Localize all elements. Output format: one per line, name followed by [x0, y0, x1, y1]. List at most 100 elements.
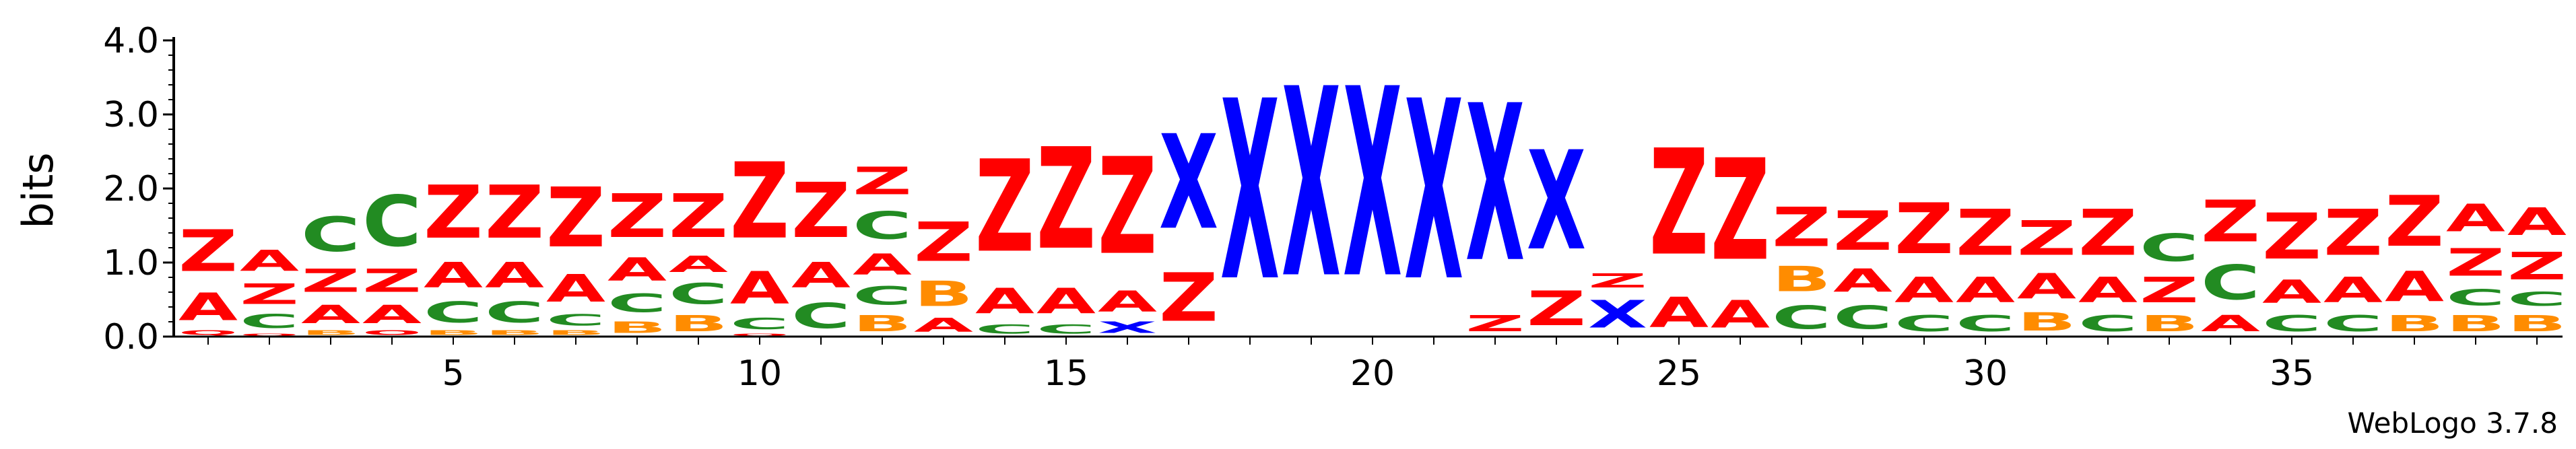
- logo-letter-c: C: [1772, 300, 1831, 337]
- logo-letter-c: C: [2507, 289, 2567, 311]
- logo-letter-a: A: [791, 255, 851, 296]
- logo-letter-a: A: [1649, 288, 1709, 337]
- logo-letter-x: X: [1527, 123, 1586, 281]
- logo-letter-z: Z: [178, 218, 238, 285]
- y-tick-label: 3.0: [103, 95, 159, 135]
- logo-letter-z: Z: [2507, 244, 2567, 289]
- y-axis-ticks: 0.0 1.0 2.0 3.0 4.0: [103, 21, 174, 357]
- logo-letter-z: Z: [424, 170, 483, 255]
- logo-letter-c: C: [1956, 310, 2015, 337]
- logo-letter-z: Z: [1465, 310, 1525, 336]
- x-tick-label: 5: [442, 353, 464, 394]
- logo-letter-b: B: [2140, 311, 2199, 337]
- logo-letter-c: C: [301, 208, 360, 263]
- logo-letter-z: Z: [301, 263, 360, 300]
- logo-letter-c: C: [607, 289, 667, 318]
- logo-letter-a: A: [607, 251, 667, 288]
- logo-letter-a: A: [2017, 267, 2076, 307]
- logo-letter-c: C: [546, 311, 605, 329]
- logo-letter-a: A: [1098, 285, 1157, 318]
- logo-letter-b: B: [2385, 311, 2444, 337]
- x-axis-ticks: 5 10 15 20 25 30 35: [207, 337, 2538, 394]
- logo-letter-z: Z: [1772, 197, 1831, 259]
- logo-letter-c: C: [1894, 310, 1954, 337]
- logo-letter-a: A: [1036, 281, 1096, 322]
- logo-letter-z: Z: [546, 170, 605, 267]
- logo-letter-b: B: [853, 311, 912, 337]
- logo-letter-a: A: [730, 263, 789, 314]
- logo-letter-z: Z: [2323, 196, 2383, 270]
- logo-letter-z: Z: [1894, 188, 1954, 270]
- logo-letter-a: A: [485, 255, 544, 296]
- logo-letter-z: Z: [1588, 270, 1647, 292]
- logo-letter-z: Z: [362, 263, 422, 300]
- logo-letter-a: A: [2201, 310, 2260, 337]
- logo-letter-o: O: [240, 333, 299, 337]
- logo-letter-z: Z: [1649, 119, 1709, 289]
- logo-letter-z: Z: [1711, 130, 1770, 291]
- logo-letter-b: B: [2017, 307, 2076, 337]
- logo-letter-x: X: [1404, 49, 1463, 337]
- logo-letter-x: X: [1220, 49, 1280, 337]
- y-tick-label: 0.0: [103, 317, 159, 357]
- logo-letter-x: X: [1159, 108, 1218, 259]
- logo-letter-b: B: [914, 274, 973, 314]
- y-tick-label: 1.0: [103, 243, 159, 283]
- logo-letter-z: Z: [2385, 181, 2444, 263]
- logo-letter-b: B: [2446, 311, 2505, 337]
- logo-letter-a: A: [2507, 200, 2567, 244]
- logo-letter-z: Z: [2140, 270, 2199, 310]
- logo-letter-c: C: [2201, 256, 2260, 311]
- logo-letter-z: Z: [1159, 259, 1218, 337]
- logo-letter-a: A: [2323, 270, 2383, 310]
- logo-letter-a: A: [2262, 273, 2321, 310]
- logo-letter-b: B: [2507, 311, 2567, 337]
- logo-letter-z: Z: [1956, 196, 2015, 270]
- logo-letter-a: A: [424, 255, 483, 296]
- logo-letter-x: X: [1343, 34, 1402, 337]
- logo-letter-b: B: [546, 329, 605, 337]
- logo-letter-c: C: [362, 182, 422, 263]
- logo-letter-z: Z: [485, 170, 544, 255]
- x-tick-label: 15: [1044, 353, 1088, 394]
- logo-letter-o: O: [362, 329, 422, 337]
- logo-letter-c: C: [853, 281, 912, 311]
- logo-letter-a: A: [853, 248, 912, 281]
- logo-letter-z: Z: [2078, 196, 2138, 270]
- logo-letter-z: Z: [1833, 201, 1892, 263]
- logo-letter-b: B: [301, 329, 360, 337]
- logo-letter-a: A: [1894, 270, 1954, 310]
- logo-letter-c: C: [2446, 285, 2505, 311]
- logo-letter-z: Z: [1098, 129, 1157, 284]
- logo-letter-x: X: [1588, 292, 1647, 337]
- logo-letter-b: B: [607, 318, 667, 337]
- logo-letter-c: C: [485, 296, 544, 329]
- logo-letter-a: A: [2385, 263, 2444, 311]
- logo-letter-z: Z: [1036, 118, 1096, 280]
- logo-letter-a: A: [2078, 270, 2138, 310]
- logo-letter-a: A: [914, 314, 973, 337]
- logo-letter-a: A: [546, 267, 606, 310]
- logo-letter-z: Z: [853, 160, 912, 204]
- y-tick-label: 4.0: [103, 21, 159, 61]
- logo-letter-z: Z: [791, 166, 851, 255]
- x-tick-label: 35: [2270, 353, 2314, 394]
- logo-letter-a: A: [301, 300, 361, 329]
- logo-letter-a: A: [2446, 197, 2506, 240]
- logo-letter-c: C: [424, 296, 483, 329]
- logo-letter-q: Q: [178, 329, 238, 337]
- logo-letter-z: Z: [669, 182, 728, 252]
- logo-letter-a: A: [240, 244, 299, 277]
- logo-letter-b: B: [1772, 259, 1831, 300]
- logo-letter-x: X: [1282, 34, 1341, 337]
- footer-label: WebLogo 3.7.8: [2348, 407, 2558, 440]
- logo-letter-c: C: [853, 204, 912, 248]
- logo-letter-a: A: [1833, 263, 1892, 300]
- logo-letter-c: C: [2140, 226, 2199, 271]
- logo-letter-c: C: [791, 296, 851, 336]
- logo-letters: QAZOCZABAZCOAZCBCAZBCAZBCAZBCAZBCAZQCAZC…: [178, 34, 2567, 337]
- y-tick-label: 2.0: [103, 169, 159, 209]
- logo-letter-z: Z: [2446, 241, 2505, 285]
- logo-letter-b: B: [424, 329, 483, 337]
